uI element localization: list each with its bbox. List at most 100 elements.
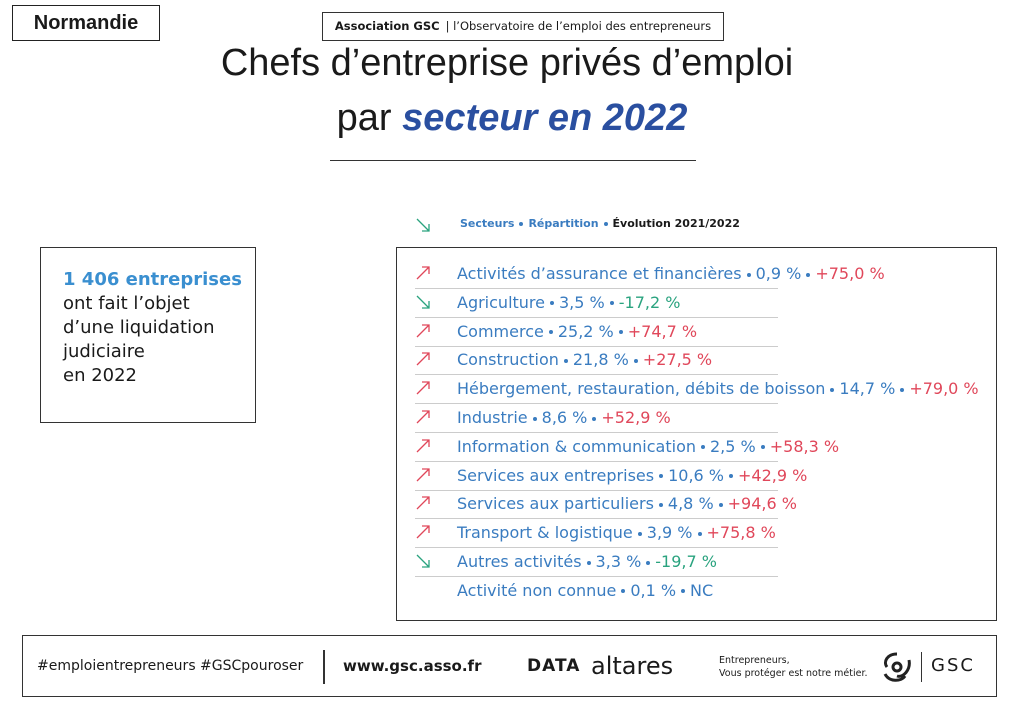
observatoire: l’Observatoire de l’emploi des entrepren… (453, 19, 712, 33)
sector-row: Transport & logistique 3,9 % +75,8 % (457, 523, 776, 542)
bullet (532, 416, 537, 421)
sector-evolution: +52,9 % (601, 408, 671, 427)
sector-evolution: NC (690, 580, 714, 600)
row-separator (415, 432, 778, 433)
sector-name: Activités d’assurance et financières (457, 264, 742, 283)
trend-arrow (416, 554, 430, 568)
bullet (550, 301, 554, 306)
website: www.gsc.asso.fr (343, 657, 482, 675)
gsc-icon (883, 652, 911, 682)
row-separator (415, 460, 778, 462)
title-line: par secteur en 2022 (0, 97, 1024, 140)
legend-item: Secteurs (460, 217, 515, 230)
stat-line: d’une liquidation (63, 317, 215, 338)
title-line: Chefs d’entreprise privés d’emploi (220, 42, 794, 84)
row-separator (415, 489, 778, 491)
bullet (603, 222, 608, 226)
sector-evolution: -17,2 % (618, 292, 681, 312)
row-separator (415, 518, 778, 520)
sector-share: 3,9 % (646, 523, 693, 543)
sector-row: Agriculture 3,5 % -17,2 % (457, 293, 680, 312)
stat-box: 1 406 entreprises ont fait l’objet d’une l… (40, 247, 256, 423)
sector-name: Services aux particuliers (457, 494, 654, 514)
row-separator (415, 403, 778, 405)
sector-share: 21,8 % (572, 350, 629, 370)
legend: Secteurs Répartition Évolution 2021/2022 (460, 217, 740, 230)
row-separator (415, 316, 778, 318)
sector-evolution: +74,7 % (627, 321, 698, 341)
bullet (718, 502, 723, 507)
footer: #emploientrepreneurs #GSCpouroser www.gs… (22, 635, 997, 697)
sector-name: Autres activités (457, 552, 582, 571)
sector-evolution: +58,3 % (769, 436, 840, 456)
sector-row: Services aux particuliers 4,8 % +94,6 % (457, 494, 797, 513)
bullet (659, 474, 664, 479)
row-separator (415, 374, 778, 376)
sector-row: Construction 21,8 % +27,5 % (457, 350, 712, 369)
sector-share: 3,3 % (595, 552, 642, 571)
bullet (646, 560, 651, 565)
sector-name: Transport & logistique (457, 523, 633, 543)
sector-row: Activité non connue 0,1 % NC (457, 581, 713, 600)
bullet (633, 358, 638, 363)
stat-line: judiciaire (63, 341, 145, 362)
trend-arrow (416, 295, 430, 309)
bullet (746, 272, 751, 277)
bullet (697, 531, 702, 536)
divider (330, 160, 696, 161)
bullet (548, 330, 553, 335)
legend-arrow (416, 218, 430, 232)
sector-name: Agriculture (457, 292, 545, 312)
trend-arrow (416, 323, 430, 338)
bullet (830, 387, 835, 392)
sector-name: Industrie (457, 408, 528, 427)
bullet (586, 560, 591, 565)
sector-evolution: +42,9 % (738, 465, 808, 485)
bullet (592, 416, 597, 421)
sector-row: Autres activités 3,3 % -19,7 % (457, 552, 717, 571)
bullet (618, 330, 623, 335)
tagline: Entrepreneurs, Vous protéger est notre mé… (719, 654, 868, 680)
sector-share: 4,8 % (667, 494, 714, 514)
row-separator (415, 576, 778, 577)
sector-share: 25,2 % (557, 321, 614, 341)
sector-share: 0,9 % (755, 264, 802, 283)
trend-arrow (416, 352, 430, 366)
sector-evolution: +75,8 % (706, 523, 776, 543)
legend-item: Évolution 2021/2022 (612, 217, 740, 230)
sector-share: 2,5 % (710, 436, 756, 456)
logo-gsc: GSC (931, 655, 975, 676)
sector-evolution: +94,6 % (727, 494, 797, 514)
sector-row: Hébergement, restauration, débits de boi… (457, 379, 979, 398)
stat-line: en 2022 (63, 365, 138, 386)
stat-highlight: 1 406 entreprises (63, 269, 242, 290)
sector-share: 14,7 % (839, 379, 896, 399)
sector-share: 10,6 % (668, 465, 724, 485)
sector-evolution: +79,0 % (909, 379, 979, 399)
sector-name: Construction (457, 350, 559, 370)
tagline-line: Vous protéger est notre métier. (719, 668, 868, 679)
sector-row: Industrie 8,6 % +52,9 % (457, 408, 671, 427)
sector-share: 8,6 % (541, 408, 588, 427)
bullet (637, 531, 642, 536)
header-badge: Association GSC | l’Observatoire de l’emp… (322, 12, 724, 41)
sector-name: Services aux entreprises (457, 465, 655, 485)
bullet (519, 222, 524, 226)
sector-name: Commerce (457, 321, 544, 341)
trend-arrow (416, 467, 430, 482)
bullet (621, 589, 626, 594)
sector-name: Hébergement, restauration, débits de boi… (457, 379, 826, 399)
sector-row: Information & communication 2,5 % +58,3 % (457, 437, 839, 456)
trend-arrow (416, 439, 430, 453)
trend-arrow (416, 266, 430, 280)
trend-arrow (416, 525, 430, 539)
title-highlight: secteur en 2022 (402, 97, 688, 139)
stat-line: ont fait l’objet (63, 293, 190, 314)
bullet (729, 474, 733, 479)
sector-share: 3,5 % (559, 292, 605, 312)
sector-row: Activités d’assurance et financières 0,9 … (457, 264, 885, 283)
sector-evolution: -19,7 % (655, 552, 717, 571)
sector-name: Activité non connue (457, 580, 617, 600)
gsc-divider (921, 652, 922, 682)
sector-row: Services aux entreprises 10,6 % +42,9 % (457, 466, 807, 485)
